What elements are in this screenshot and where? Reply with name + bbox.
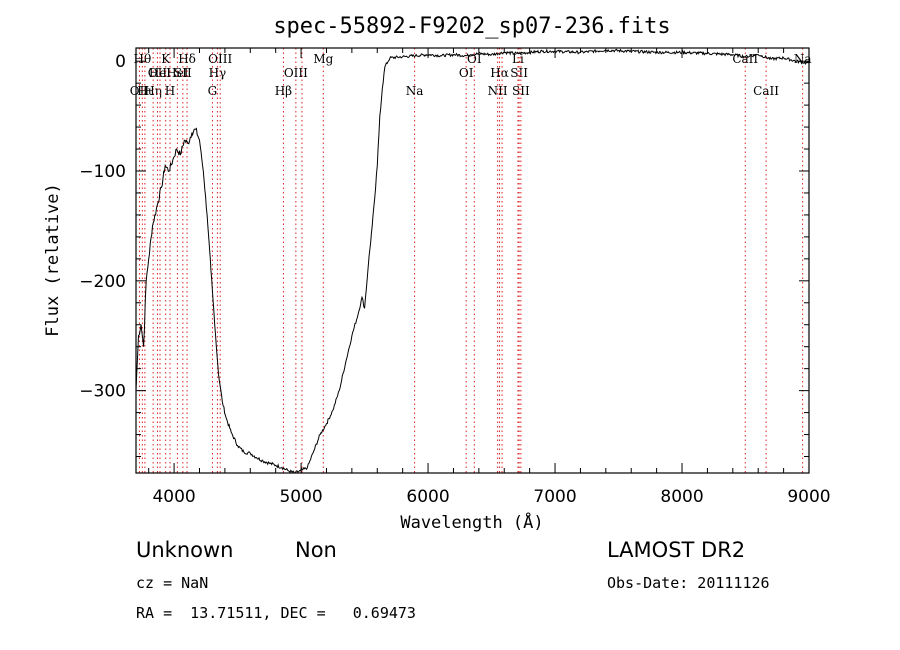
- y-tick-label: −200: [79, 272, 126, 292]
- spectrum-line: [135, 48, 810, 474]
- x-tick-label: 8000: [660, 487, 703, 507]
- y-tick-label: −300: [79, 382, 126, 402]
- line-label: K: [161, 52, 171, 66]
- x-tick-label: 4000: [152, 487, 195, 507]
- line-label: NII: [488, 84, 508, 98]
- line-label: OIII: [208, 52, 232, 66]
- survey-label: LAMOST DR2: [607, 538, 746, 562]
- x-tick-label: 5000: [279, 487, 322, 507]
- line-label: Hγ: [209, 66, 227, 80]
- line-label: OII: [148, 66, 168, 80]
- x-axis-label: Wavelength (Å): [400, 511, 543, 533]
- subclass-label: Non: [295, 538, 337, 562]
- x-tick-label: 6000: [406, 487, 449, 507]
- line-label: Hα: [490, 66, 509, 80]
- x-tick-label: 9000: [787, 487, 830, 507]
- line-label: SII: [174, 66, 192, 80]
- line-label: G: [208, 84, 218, 98]
- line-label: Li: [512, 52, 524, 66]
- redshift-label: cz = NaN: [136, 574, 209, 592]
- class-label: Unknown: [136, 538, 234, 562]
- plot-frame: [135, 47, 810, 474]
- spectrum-series: [135, 48, 810, 474]
- y-tick-label: −100: [79, 162, 126, 182]
- line-label: SII: [512, 84, 530, 98]
- line-label: SII: [510, 66, 528, 80]
- line-label: OIII: [284, 66, 308, 80]
- spectral-line-markers: OIIHθHιHηOIIHeIKHHeISIIHδGHγOIIIHβOIIIMg…: [130, 48, 811, 473]
- x-tick-label: 7000: [533, 487, 576, 507]
- line-label: OI: [459, 66, 474, 80]
- line-label: CaII: [753, 84, 779, 98]
- line-label: Hι: [137, 84, 152, 98]
- line-label: Hδ: [178, 52, 196, 66]
- axis-ticks: 4000 5000 6000 7000 8000 9000 0 −100 −200 −300: [79, 48, 831, 507]
- line-label: H: [165, 84, 175, 98]
- coordinates-label: RA = 13.71511, DEC = 0.69473: [136, 604, 416, 622]
- line-label: Hη: [144, 84, 162, 98]
- line-label: Hβ: [275, 84, 292, 98]
- y-axis-label: Flux (relative): [43, 183, 63, 337]
- line-label: Na: [406, 84, 424, 98]
- line-label: Mg: [313, 52, 333, 66]
- line-label: OI: [467, 52, 482, 66]
- obs-date-label: Obs-Date: 20111126: [607, 574, 770, 592]
- line-label: Hθ: [133, 52, 151, 66]
- y-tick-label: 0: [115, 52, 126, 72]
- plot-title: spec-55892-F9202_sp07-236.fits: [273, 14, 670, 39]
